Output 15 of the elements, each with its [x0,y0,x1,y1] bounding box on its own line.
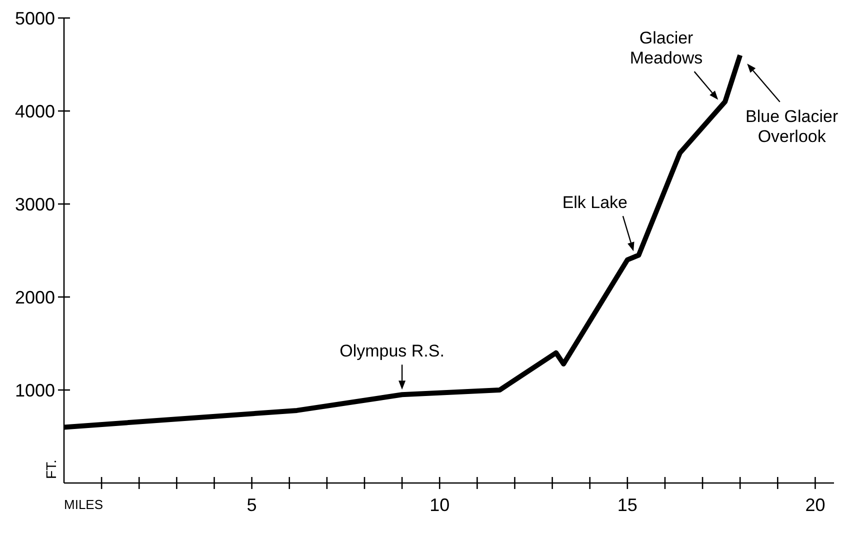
x-tick-label: 20 [805,495,826,515]
y-tick-label: 4000 [14,101,55,122]
annotation: Olympus R.S. [340,342,444,361]
annotation: Glacier Meadows [630,28,703,68]
x-tick-label: 5 [246,495,257,515]
y-tick-label: 1000 [14,380,55,400]
y-tick-label: 3000 [14,194,55,214]
annotation: Blue Glacier Overlook [746,106,838,146]
y-tick-label: 2000 [14,287,55,308]
annotation: Elk Lake [562,193,628,212]
x-tick-label: 15 [617,495,638,515]
y-tick-label: 5000 [14,8,55,28]
x-tick-label: 10 [430,495,450,515]
x-axis-title: MILES [64,497,104,512]
y-axis-title: FT. [43,460,59,479]
